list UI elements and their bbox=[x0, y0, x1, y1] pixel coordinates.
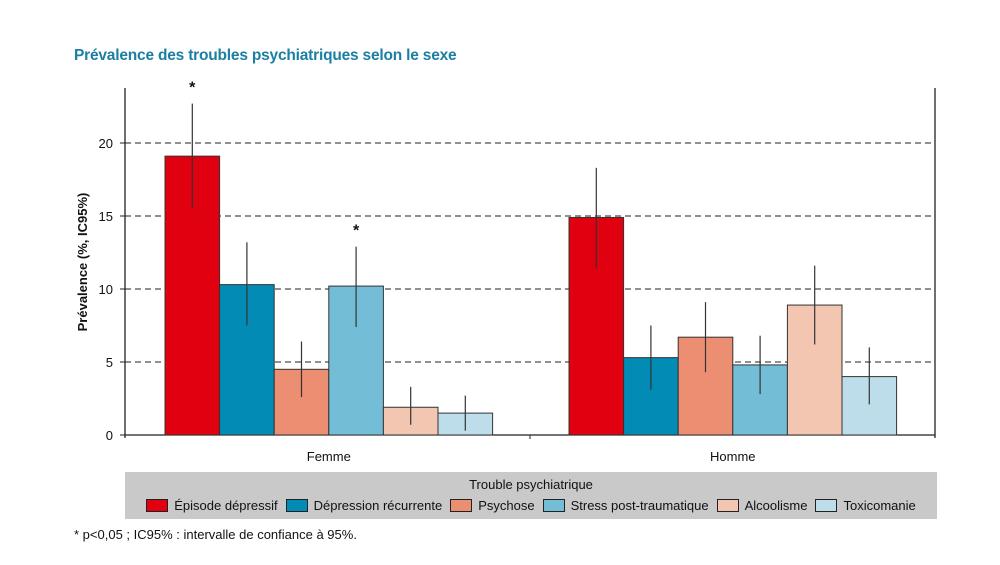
legend-label: Épisode dépressif bbox=[174, 498, 278, 513]
legend-label: Stress post-traumatique bbox=[570, 498, 709, 513]
x-tick-label: Homme bbox=[710, 449, 756, 464]
legend-swatch bbox=[146, 499, 169, 512]
significance-marker: * bbox=[353, 223, 360, 240]
legend-label: Psychose bbox=[478, 498, 535, 513]
y-tick-label: 20 bbox=[99, 136, 113, 151]
legend-label: Dépression récurrente bbox=[313, 498, 443, 513]
y-tick-label: 0 bbox=[106, 428, 113, 443]
legend-item: Alcoolisme bbox=[716, 498, 808, 513]
bar-homme-0 bbox=[568, 216, 625, 436]
bar-femme-2 bbox=[273, 368, 330, 436]
y-axis-label: Prévalence (%, IC95%) bbox=[75, 193, 90, 332]
legend-item: Toxicomanie bbox=[815, 498, 916, 513]
legend-label: Alcoolisme bbox=[744, 498, 808, 513]
legend-label: Toxicomanie bbox=[843, 498, 916, 513]
legend-item: Stress post-traumatique bbox=[542, 498, 709, 513]
y-tick-label: 5 bbox=[106, 355, 113, 370]
chart-title: Prévalence des troubles psychiatriques s… bbox=[74, 47, 457, 64]
legend-swatch bbox=[815, 499, 838, 512]
y-tick-label: 15 bbox=[99, 209, 113, 224]
legend-item: Épisode dépressif bbox=[146, 498, 278, 513]
x-tick-label: Femme bbox=[307, 449, 351, 464]
legend-swatch bbox=[542, 499, 565, 512]
significance-marker: * bbox=[189, 80, 196, 97]
y-tick-label: 10 bbox=[99, 282, 113, 297]
legend-swatch bbox=[285, 499, 308, 512]
legend-item: Psychose bbox=[450, 498, 535, 513]
legend-item: Dépression récurrente bbox=[285, 498, 443, 513]
legend-items: Épisode dépressif Dépression récurrente Ps… bbox=[125, 498, 937, 513]
footnote: * p<0,05 ; IC95% : intervalle de confian… bbox=[74, 527, 357, 542]
legend: Trouble psychiatrique Épisode dépressif D… bbox=[125, 472, 937, 519]
legend-swatch bbox=[716, 499, 739, 512]
legend-swatch bbox=[450, 499, 473, 512]
legend-title: Trouble psychiatrique bbox=[469, 477, 593, 492]
